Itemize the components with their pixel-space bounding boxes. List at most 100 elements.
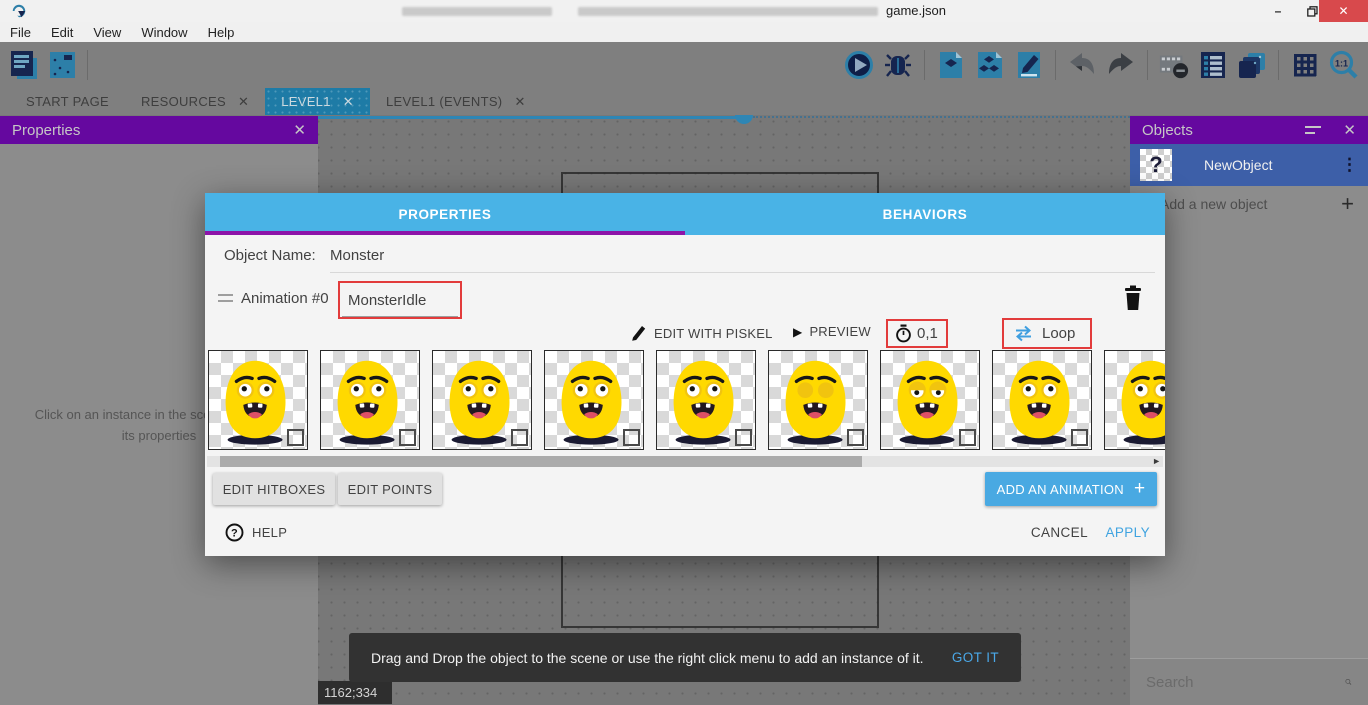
loop-icon[interactable] [1014,325,1033,342]
animation-frame-8[interactable] [1104,350,1165,450]
time-between-frames-field[interactable]: 0,1 [917,325,938,342]
redo-icon[interactable] [1105,48,1137,82]
properties-hint-line2: its properties [121,428,197,443]
object-list-item-newobject[interactable]: ? NewObject ⋮ [1130,144,1368,186]
menu-help[interactable]: Help [207,24,235,40]
frame-checkbox[interactable] [399,429,416,446]
kebab-menu-icon[interactable]: ⋮ [1341,155,1358,174]
search-icon[interactable] [1345,671,1352,693]
frames-scrollbar-thumb[interactable] [220,456,862,467]
frame-checkbox[interactable] [959,429,976,446]
frame-checkbox[interactable] [287,429,304,446]
animation-name-field[interactable]: MonsterIdle [348,291,427,309]
objects-list-icon[interactable] [1197,48,1229,82]
loop-label[interactable]: Loop [1042,325,1076,342]
time-between-frames-highlight: 0,1 [886,319,948,348]
object-name-field[interactable]: Monster [330,247,385,264]
frame-checkbox[interactable] [511,429,528,446]
preview-button[interactable]: ▶ PREVIEW [793,324,871,339]
grid-icon[interactable] [1289,48,1321,82]
zoom-1to1-icon[interactable]: 1:1 [1328,48,1360,82]
menu-edit[interactable]: Edit [50,24,74,40]
edit-with-piskel-button[interactable]: EDIT WITH PISKEL [630,324,773,342]
animation-frame-6[interactable] [880,350,980,450]
tab-label: RESOURCES [140,94,227,109]
animation-name-highlight: MonsterIdle [338,281,462,319]
animation-frame-5[interactable] [768,350,868,450]
edit-hitboxes-button[interactable]: EDIT HITBOXES [213,473,335,505]
edit-scene-icon[interactable] [1013,48,1045,82]
open-scene-group-icon[interactable] [974,48,1006,82]
filter-icon[interactable] [1305,126,1322,134]
tab-label: LEVEL1 [281,94,331,109]
frame-checkbox[interactable] [623,429,640,446]
object-name-label: NewObject [1204,157,1273,173]
dialog-tab-behaviors[interactable]: BEHAVIORS [882,206,968,222]
drag-handle-icon[interactable] [218,294,233,306]
minimize-button[interactable]: – [1274,4,1282,18]
menu-bar: File Edit View Window Help [0,22,1368,42]
apply-button[interactable]: APPLY [1105,525,1150,540]
dialog-tab-properties[interactable]: PROPERTIES [205,193,685,235]
monster-sprite [785,360,846,445]
close-icon[interactable]: ✕ [293,122,306,139]
tab-level1[interactable]: LEVEL1 ✕ [265,88,370,115]
frame-checkbox[interactable] [1071,429,1088,446]
layers-icon[interactable] [1236,48,1268,82]
monster-sprite [449,360,510,445]
scroll-right-icon[interactable]: ► [1152,456,1161,466]
frames-scrollbar[interactable] [207,456,1163,467]
preview-play-icon[interactable] [843,48,875,82]
animation-frame-3[interactable] [544,350,644,450]
delete-animation-icon[interactable] [1122,285,1144,311]
monster-sprite [673,360,734,445]
edit-points-button[interactable]: EDIT POINTS [338,473,442,505]
menu-window[interactable]: Window [141,24,188,40]
undo-icon[interactable] [1066,48,1098,82]
animation-index-label: Animation #0 [241,290,329,307]
close-window-button[interactable]: ✕ [1319,0,1368,22]
tab-resources[interactable]: RESOURCES ✕ [125,88,265,115]
menu-file[interactable]: File [10,24,31,40]
animation-frames-strip[interactable] [205,350,1165,454]
restore-button[interactable] [1292,0,1332,22]
toast: Drag and Drop the object to the scene or… [349,633,1021,682]
cancel-button[interactable]: CANCEL [1030,525,1088,540]
got-it-button[interactable]: GOT IT [951,650,999,665]
close-icon[interactable]: ✕ [514,93,526,109]
close-icon[interactable]: ✕ [1343,122,1356,139]
animation-name-underline [342,316,458,317]
svg-text:?: ? [231,527,238,539]
animation-frame-1[interactable] [320,350,420,450]
add-object-row[interactable]: Add a new object + [1130,186,1368,222]
menu-view[interactable]: View [93,24,122,40]
stopwatch-icon [896,324,911,343]
animation-frame-0[interactable] [208,350,308,450]
animation-frame-2[interactable] [432,350,532,450]
monster-sprite [561,360,622,445]
start-page-icon[interactable] [46,48,78,82]
project-manager-icon[interactable] [8,48,40,82]
debug-icon[interactable] [882,48,914,82]
object-name-underline [330,272,1155,273]
close-icon[interactable]: ✕ [238,93,250,109]
help-label: HELP [252,525,288,540]
close-icon[interactable]: ✕ [342,93,354,109]
animation-frame-7[interactable] [992,350,1092,450]
monster-sprite [225,360,286,445]
monster-sprite [337,360,398,445]
tab-label: LEVEL1 (EVENTS) [385,94,503,109]
frame-checkbox[interactable] [735,429,752,446]
animation-frame-4[interactable] [656,350,756,450]
help-button[interactable]: ? HELP [225,523,287,542]
open-scene-icon[interactable] [935,48,967,82]
tab-level1-events[interactable]: LEVEL1 (EVENTS) ✕ [370,88,542,115]
add-animation-button[interactable]: ADD AN ANIMATION + [985,472,1157,506]
objects-panel: Objects ✕ ? NewObject ⋮ Add a new object… [1130,116,1368,705]
remove-frame-icon[interactable] [1158,48,1190,82]
frame-checkbox[interactable] [847,429,864,446]
search-input[interactable] [1146,673,1345,691]
scene-edge-handle[interactable] [735,115,753,124]
tab-start-page[interactable]: START PAGE [10,88,125,115]
